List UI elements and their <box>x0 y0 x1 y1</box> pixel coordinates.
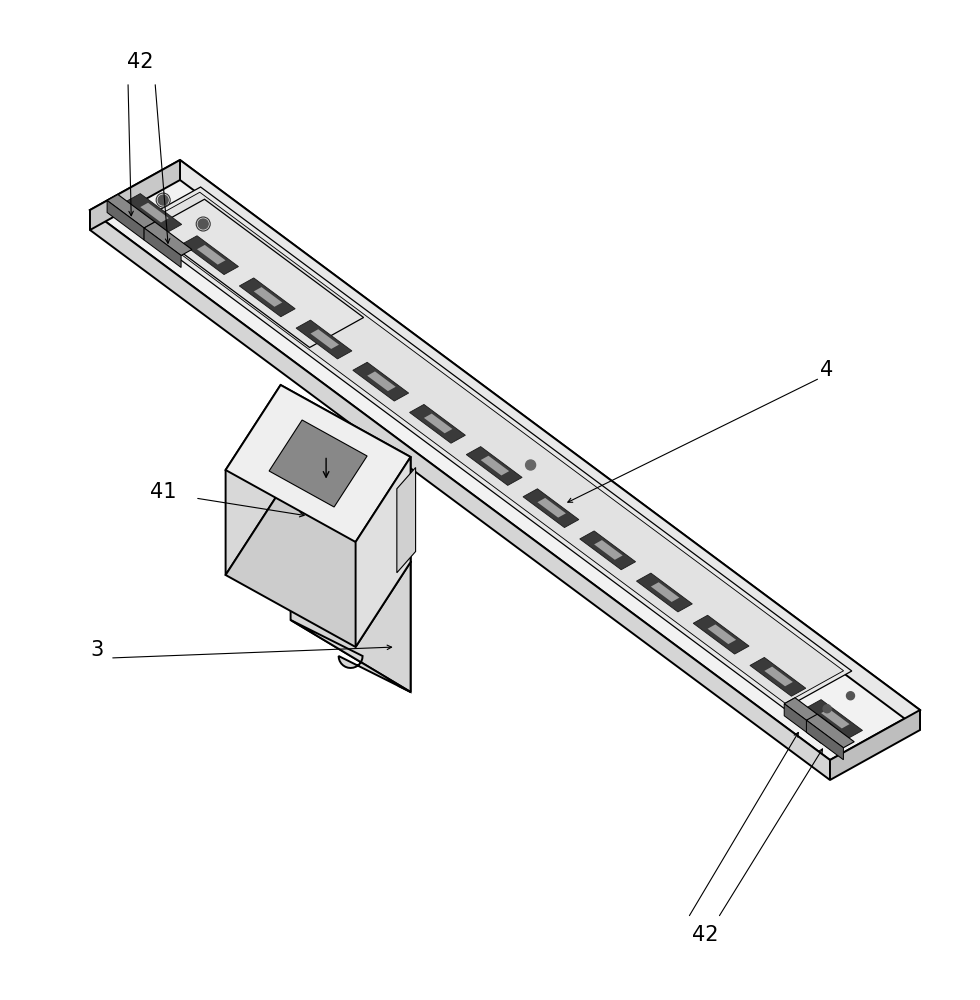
Polygon shape <box>410 404 466 443</box>
Polygon shape <box>144 222 192 255</box>
Polygon shape <box>296 320 352 359</box>
Circle shape <box>847 692 855 700</box>
Polygon shape <box>399 556 411 692</box>
Polygon shape <box>291 490 411 692</box>
Polygon shape <box>830 710 920 780</box>
Text: 3: 3 <box>90 640 103 660</box>
Text: 41: 41 <box>150 482 176 502</box>
Polygon shape <box>636 573 692 612</box>
Polygon shape <box>480 456 510 475</box>
Polygon shape <box>353 362 409 401</box>
Polygon shape <box>580 531 636 570</box>
Polygon shape <box>708 624 736 644</box>
Polygon shape <box>424 414 453 433</box>
Polygon shape <box>180 160 920 730</box>
Circle shape <box>823 705 831 713</box>
Polygon shape <box>821 709 850 728</box>
Polygon shape <box>784 698 832 731</box>
Polygon shape <box>750 657 806 696</box>
Polygon shape <box>239 278 295 317</box>
Polygon shape <box>254 287 282 307</box>
Polygon shape <box>807 714 855 748</box>
Polygon shape <box>356 457 411 647</box>
Polygon shape <box>693 615 749 654</box>
Circle shape <box>525 460 536 470</box>
Polygon shape <box>280 385 411 562</box>
Polygon shape <box>651 582 679 602</box>
Circle shape <box>158 195 169 205</box>
Polygon shape <box>225 385 280 575</box>
Polygon shape <box>107 200 144 240</box>
Polygon shape <box>90 160 180 230</box>
Polygon shape <box>537 498 565 518</box>
Polygon shape <box>182 236 238 275</box>
Polygon shape <box>397 468 416 573</box>
Polygon shape <box>140 203 169 222</box>
Circle shape <box>198 219 208 229</box>
Polygon shape <box>144 228 181 267</box>
Polygon shape <box>311 329 339 349</box>
Polygon shape <box>141 192 844 703</box>
Polygon shape <box>107 194 155 228</box>
Polygon shape <box>291 620 411 692</box>
Text: 42: 42 <box>126 52 153 72</box>
Polygon shape <box>784 704 821 743</box>
Polygon shape <box>594 540 622 560</box>
Polygon shape <box>764 667 793 686</box>
Polygon shape <box>807 720 844 760</box>
Polygon shape <box>90 160 920 760</box>
Polygon shape <box>270 420 368 507</box>
Polygon shape <box>151 199 364 348</box>
Polygon shape <box>807 700 862 738</box>
Polygon shape <box>197 245 225 265</box>
Polygon shape <box>125 194 181 232</box>
Polygon shape <box>523 489 579 528</box>
Polygon shape <box>368 371 396 391</box>
Polygon shape <box>466 447 522 485</box>
Polygon shape <box>225 490 411 647</box>
Polygon shape <box>225 385 411 542</box>
Text: 42: 42 <box>692 925 718 945</box>
Polygon shape <box>133 187 852 708</box>
Text: 4: 4 <box>820 360 833 380</box>
Polygon shape <box>90 210 830 780</box>
